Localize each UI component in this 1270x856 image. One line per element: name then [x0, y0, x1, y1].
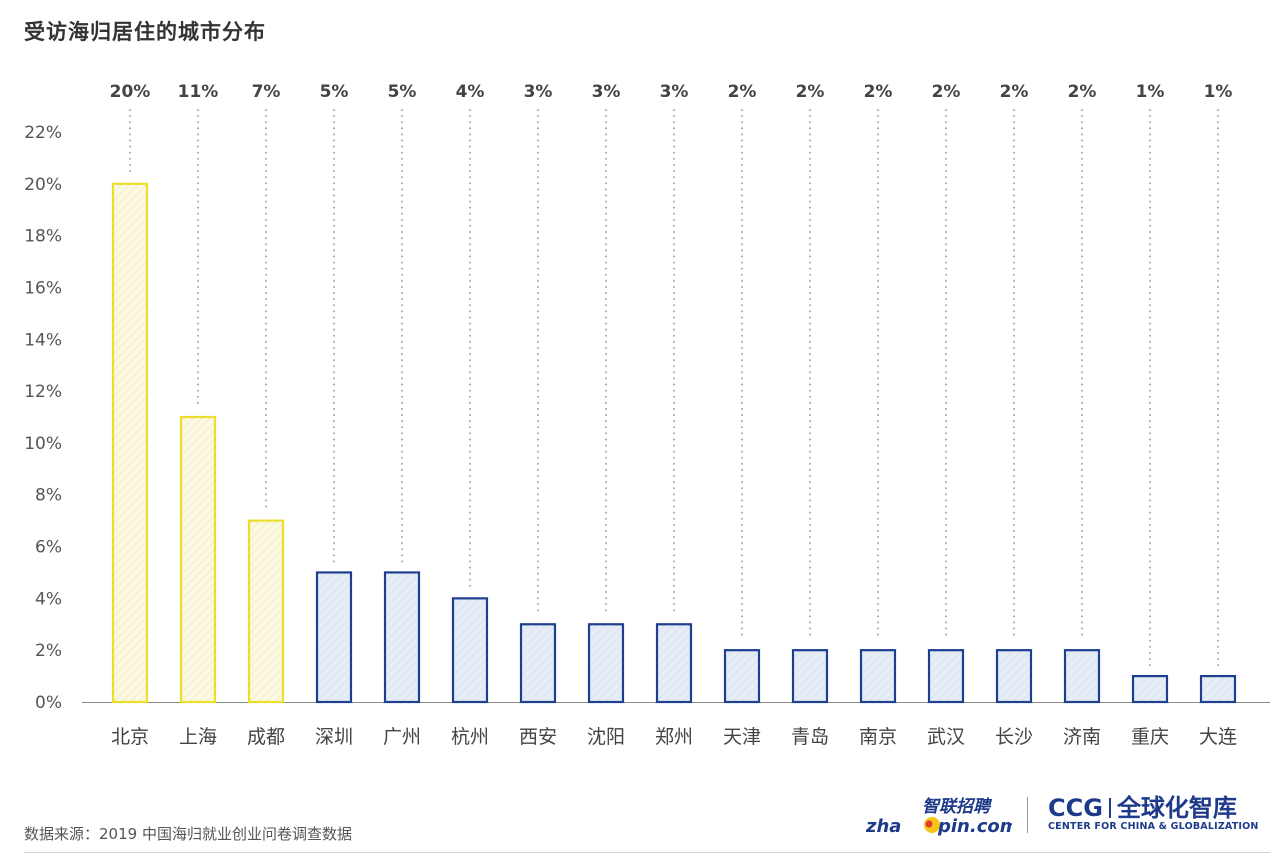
page-title: 受访海归居住的城市分布: [24, 20, 266, 44]
ccg-separator: [1108, 798, 1111, 818]
y-tick-label: 22%: [24, 123, 62, 143]
data-label: 3%: [592, 82, 621, 102]
ccg-abbr: CCG: [1048, 794, 1103, 822]
bar: [1199, 674, 1237, 704]
x-tick-label: 济南: [1063, 726, 1101, 748]
x-tick-label: 西安: [519, 726, 557, 748]
x-tick-label: 长沙: [995, 726, 1033, 748]
x-tick-label: 郑州: [655, 726, 693, 748]
x-tick-label: 青岛: [791, 726, 829, 748]
ccg-en-name: CENTER FOR CHINA & GLOBALIZATION: [1048, 821, 1259, 832]
bar: [791, 649, 829, 704]
y-tick-label: 4%: [35, 589, 62, 609]
y-tick-label: 0%: [35, 693, 62, 713]
x-tick-label: 重庆: [1131, 726, 1169, 748]
bar: [1063, 649, 1101, 704]
zhaopin-logo-en-b: pin.com: [937, 816, 1012, 837]
x-tick-label: 南京: [859, 726, 897, 748]
bar: [519, 623, 557, 704]
data-label: 11%: [178, 82, 219, 102]
bar: [655, 623, 693, 704]
bar: [111, 182, 149, 704]
data-label: 1%: [1136, 82, 1165, 102]
x-tick-label: 上海: [179, 726, 217, 748]
y-tick-label: 8%: [35, 486, 62, 506]
y-tick-label: 10%: [24, 434, 62, 454]
y-tick-label: 6%: [35, 538, 62, 558]
x-tick-label: 天津: [723, 726, 761, 748]
data-label: 2%: [864, 82, 893, 102]
x-tick-label: 广州: [383, 726, 421, 748]
data-label: 2%: [1068, 82, 1097, 102]
data-label: 2%: [796, 82, 825, 102]
data-label: 7%: [252, 82, 281, 102]
logo-divider: [1027, 797, 1028, 833]
data-label: 20%: [110, 82, 151, 102]
bar: [383, 571, 421, 704]
zhaopin-logo-cn: 智联招聘: [922, 797, 993, 817]
bar: [451, 597, 489, 704]
bottom-divider: [24, 852, 1270, 853]
data-label: 4%: [456, 82, 485, 102]
zhaopin-logo: 智联招聘 zha pin.com: [865, 797, 1012, 837]
x-tick-label: 北京: [111, 726, 149, 748]
data-label: 3%: [524, 82, 553, 102]
bar-chart: 0% 2% 4% 6% 8% 10% 12% 14% 16% 18% 20% 22% 20% 北京 11% 上…: [24, 82, 1270, 748]
data-label: 5%: [388, 82, 417, 102]
x-tick-label: 成都: [247, 726, 285, 748]
ccg-cn-name: 全球化智库: [1116, 794, 1237, 822]
data-label: 2%: [728, 82, 757, 102]
bar: [247, 519, 285, 704]
bar: [587, 623, 625, 704]
zhaopin-logo-en-a: zha: [865, 816, 901, 837]
y-tick-label: 12%: [24, 382, 62, 402]
y-tick-label: 16%: [24, 278, 62, 298]
bar: [859, 649, 897, 704]
bar: [995, 649, 1033, 704]
y-tick-label: 20%: [24, 175, 62, 195]
x-tick-label: 沈阳: [587, 726, 625, 748]
data-label: 3%: [660, 82, 689, 102]
data-label: 5%: [320, 82, 349, 102]
source-note: 数据来源：2019 中国海归就业创业问卷调查数据: [24, 825, 352, 843]
bar: [179, 415, 217, 704]
bar: [315, 571, 353, 704]
x-tick-label: 深圳: [315, 726, 353, 748]
x-tick-label: 大连: [1199, 726, 1237, 748]
y-tick-label: 18%: [24, 227, 62, 247]
bar: [723, 649, 761, 704]
x-tick-label: 武汉: [927, 726, 965, 748]
x-tick-label: 杭州: [451, 726, 489, 748]
bar: [1131, 674, 1169, 704]
data-label: 1%: [1204, 82, 1233, 102]
bar: [927, 649, 965, 704]
y-tick-label: 14%: [24, 330, 62, 350]
y-tick-label: 2%: [35, 641, 62, 661]
data-label: 2%: [1000, 82, 1029, 102]
data-label: 2%: [932, 82, 961, 102]
ccg-logo: CCG 全球化智库 CENTER FOR CHINA & GLOBALIZATIO…: [1048, 796, 1270, 840]
